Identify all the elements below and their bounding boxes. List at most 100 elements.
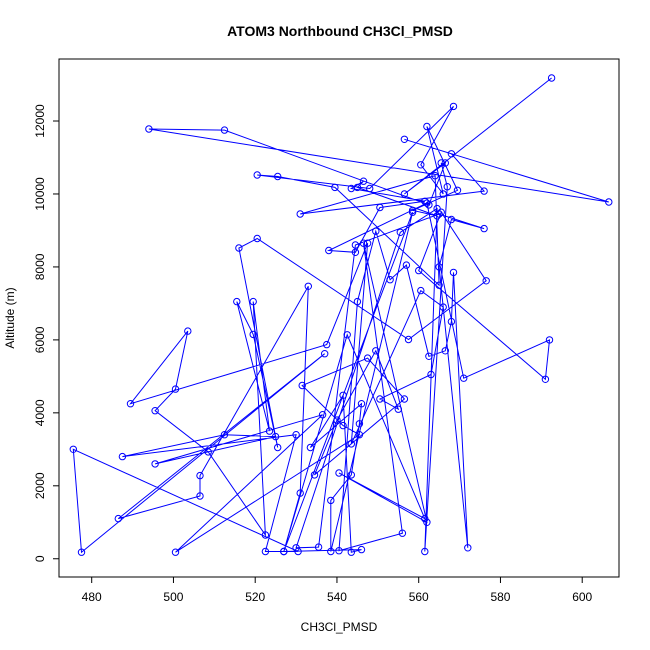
data-point: [171, 385, 180, 393]
x-tick-label: 580: [490, 590, 510, 604]
data-point: [253, 171, 261, 179]
x-tick-label: 540: [327, 590, 347, 604]
y-tick-label: 4000: [33, 399, 47, 426]
chart-title: ATOM3 Northbound CH3Cl_PMSD: [227, 23, 453, 39]
data-point: [304, 282, 312, 290]
data-point: [433, 212, 441, 220]
y-tick-label: 2000: [33, 472, 47, 499]
data-point: [335, 547, 343, 555]
data-point: [363, 354, 372, 362]
data-point: [431, 172, 439, 180]
data-point: [439, 303, 447, 311]
data-point: [321, 350, 329, 358]
data-point: [376, 395, 384, 403]
data-point: [441, 347, 449, 355]
data-point: [196, 471, 204, 480]
data-point: [435, 281, 443, 289]
data-point: [204, 448, 212, 456]
data-point: [447, 150, 456, 158]
x-axis-label: CH3Cl_PMSD: [301, 620, 378, 634]
data-point: [353, 297, 362, 306]
data-point: [398, 529, 407, 537]
data-point: [249, 297, 257, 306]
x-tick-label: 500: [163, 590, 183, 604]
data-point: [298, 381, 306, 390]
data-point: [400, 190, 409, 198]
data-point: [482, 277, 490, 285]
data-point: [351, 241, 360, 249]
data-point: [347, 548, 355, 556]
data-point: [271, 432, 280, 441]
data-point: [421, 514, 429, 523]
data-point: [372, 227, 380, 235]
data-point: [366, 184, 374, 193]
data-point: [427, 370, 435, 379]
data-point: [355, 420, 364, 428]
x-tick-label: 520: [245, 590, 265, 604]
data-point: [417, 161, 425, 169]
x-axis: 480 500 520 540 560 580 600: [82, 576, 593, 604]
data-point: [331, 183, 339, 192]
y-axis: 0 2000 4000 6000 8000 10000 12000: [33, 104, 60, 562]
data-point: [421, 197, 429, 206]
data-point: [280, 547, 288, 556]
data-point: [359, 239, 368, 247]
data-point: [327, 496, 335, 505]
data-point: [235, 244, 243, 252]
data-point: [480, 187, 488, 195]
data-point: [318, 411, 327, 419]
data-point: [261, 531, 270, 539]
data-point: [433, 204, 441, 213]
x-tick-label: 560: [409, 590, 429, 604]
data-point: [296, 489, 304, 497]
data-point: [296, 210, 304, 218]
y-tick-label: 0: [33, 555, 47, 562]
data-point: [323, 340, 331, 349]
data-point: [184, 327, 192, 335]
data-point: [437, 159, 445, 167]
data-point: [449, 102, 458, 111]
data-point: [343, 331, 351, 339]
data-point: [339, 391, 347, 399]
data-point: [423, 122, 431, 131]
data-point: [196, 492, 204, 500]
data-point: [151, 407, 159, 415]
data-point: [274, 443, 282, 452]
data-point: [447, 215, 456, 224]
data-point: [441, 159, 449, 167]
data-point: [306, 443, 315, 452]
data-point: [404, 335, 413, 344]
data-point: [547, 74, 556, 82]
data-point: [447, 317, 456, 326]
data-point: [339, 421, 347, 430]
data-point: [545, 336, 554, 344]
data-point: [423, 199, 431, 207]
data-point: [460, 374, 468, 382]
data-point: [265, 427, 274, 435]
data-point: [171, 548, 180, 556]
data-point: [347, 440, 355, 448]
data-point: [453, 186, 462, 195]
data-point: [400, 395, 409, 403]
data-point: [480, 224, 488, 233]
data-point: [402, 261, 411, 269]
y-axis-label: Altitude (m): [3, 287, 17, 348]
data-point: [425, 352, 433, 360]
data-point: [69, 445, 78, 453]
data-point: [333, 416, 341, 424]
data-point: [314, 543, 323, 551]
x-tick-label: 600: [572, 590, 592, 604]
data-point: [443, 183, 451, 191]
data-point: [449, 268, 458, 277]
data-point: [347, 184, 355, 193]
data-point: [372, 347, 380, 355]
data-point: [274, 172, 282, 181]
data-point: [394, 405, 402, 413]
y-tick-label: 12000: [33, 104, 47, 138]
data-point: [118, 452, 127, 461]
data-point: [359, 177, 368, 185]
data-point: [292, 431, 300, 439]
plot-area: [69, 74, 613, 556]
data-point: [292, 544, 300, 552]
